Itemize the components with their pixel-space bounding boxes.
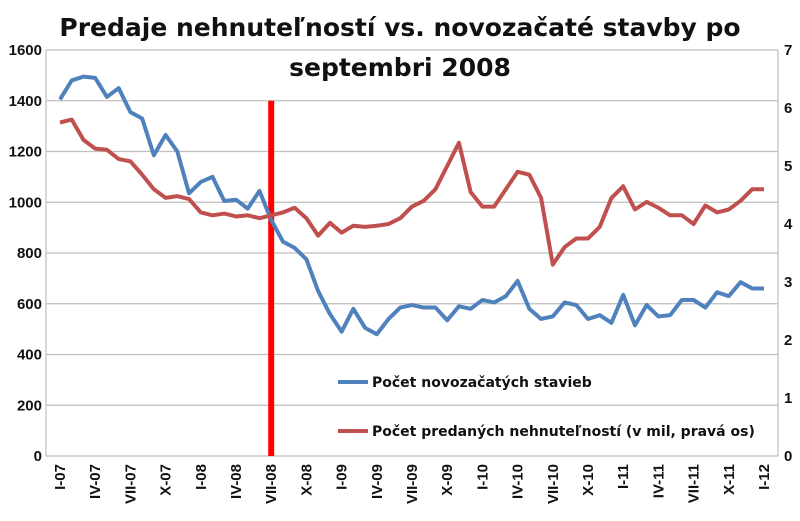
right-axis: 0 1 2 3 4 5 6 7 — [784, 42, 793, 465]
y2-tick-label: 0 — [784, 448, 792, 465]
x-tick-label: IV-08 — [228, 464, 245, 499]
y-tick-label: 1400 — [9, 93, 42, 110]
y2-tick-label: 7 — [784, 42, 792, 59]
y-tick-label: 0 — [34, 448, 42, 465]
x-tick-label: I-08 — [193, 464, 210, 490]
x-tick-label: VII-08 — [263, 464, 280, 504]
x-tick-label: VII-10 — [545, 464, 562, 504]
x-tick-label: I-10 — [474, 464, 491, 490]
x-tick-label: IV-07 — [87, 464, 104, 499]
x-tick-label: VII-09 — [404, 464, 421, 504]
series-line-1 — [58, 74, 764, 337]
x-tick-label: IV-10 — [510, 464, 527, 499]
y2-tick-label: 2 — [784, 332, 792, 349]
chart-title-line-1: Predaje nehnuteľností vs. novozačaté sta… — [59, 13, 740, 42]
y-tick-label: 1200 — [9, 144, 42, 161]
x-tick-label: VII-11 — [686, 464, 703, 503]
y-tick-label: 400 — [17, 347, 42, 364]
x-tick-label: X-08 — [298, 464, 315, 496]
gridlines — [45, 49, 779, 457]
y2-tick-label: 3 — [784, 274, 792, 291]
x-tick-label: I-11 — [615, 464, 632, 489]
y2-tick-label: 6 — [784, 100, 792, 117]
x-tick-label: X-10 — [580, 464, 597, 496]
y-tick-label: 1000 — [9, 194, 42, 211]
x-tick-label: IV-09 — [369, 464, 386, 499]
chart-title-line-2: septembri 2008 — [289, 53, 511, 82]
x-tick-label: X-11 — [721, 464, 738, 495]
series-lines — [58, 74, 764, 456]
legend-label: Počet novozačatých stavieb — [372, 375, 592, 391]
x-tick-label: X-09 — [439, 464, 456, 496]
y2-tick-label: 4 — [784, 216, 793, 233]
legend: Počet novozačatých stavieb Počet predanýc… — [338, 375, 755, 440]
y2-tick-label: 5 — [784, 158, 792, 175]
y-tick-label: 600 — [17, 296, 42, 313]
x-tick-label: VII-07 — [122, 464, 139, 504]
legend-label: Počet predaných nehnuteľností (v mil, pr… — [372, 424, 755, 440]
y-tick-label: 1600 — [9, 42, 42, 59]
x-tick-label: X-07 — [158, 464, 175, 496]
x-tick-label: I-09 — [334, 464, 351, 490]
y-tick-label: 800 — [17, 245, 42, 262]
series-line-2 — [59, 117, 764, 267]
x-tick-label: I-07 — [52, 464, 69, 490]
y2-tick-label: 1 — [784, 390, 792, 407]
left-axis: 0 200 400 600 800 1000 1200 1400 1600 — [9, 42, 42, 465]
x-tick-label: I-12 — [756, 464, 773, 490]
y-tick-label: 200 — [17, 397, 42, 414]
x-axis: I-07 IV-07 VII-07 X-07 I-08 IV-08 VII-08 X-08 I-… — [52, 464, 773, 504]
x-tick-label: IV-11 — [650, 464, 667, 498]
